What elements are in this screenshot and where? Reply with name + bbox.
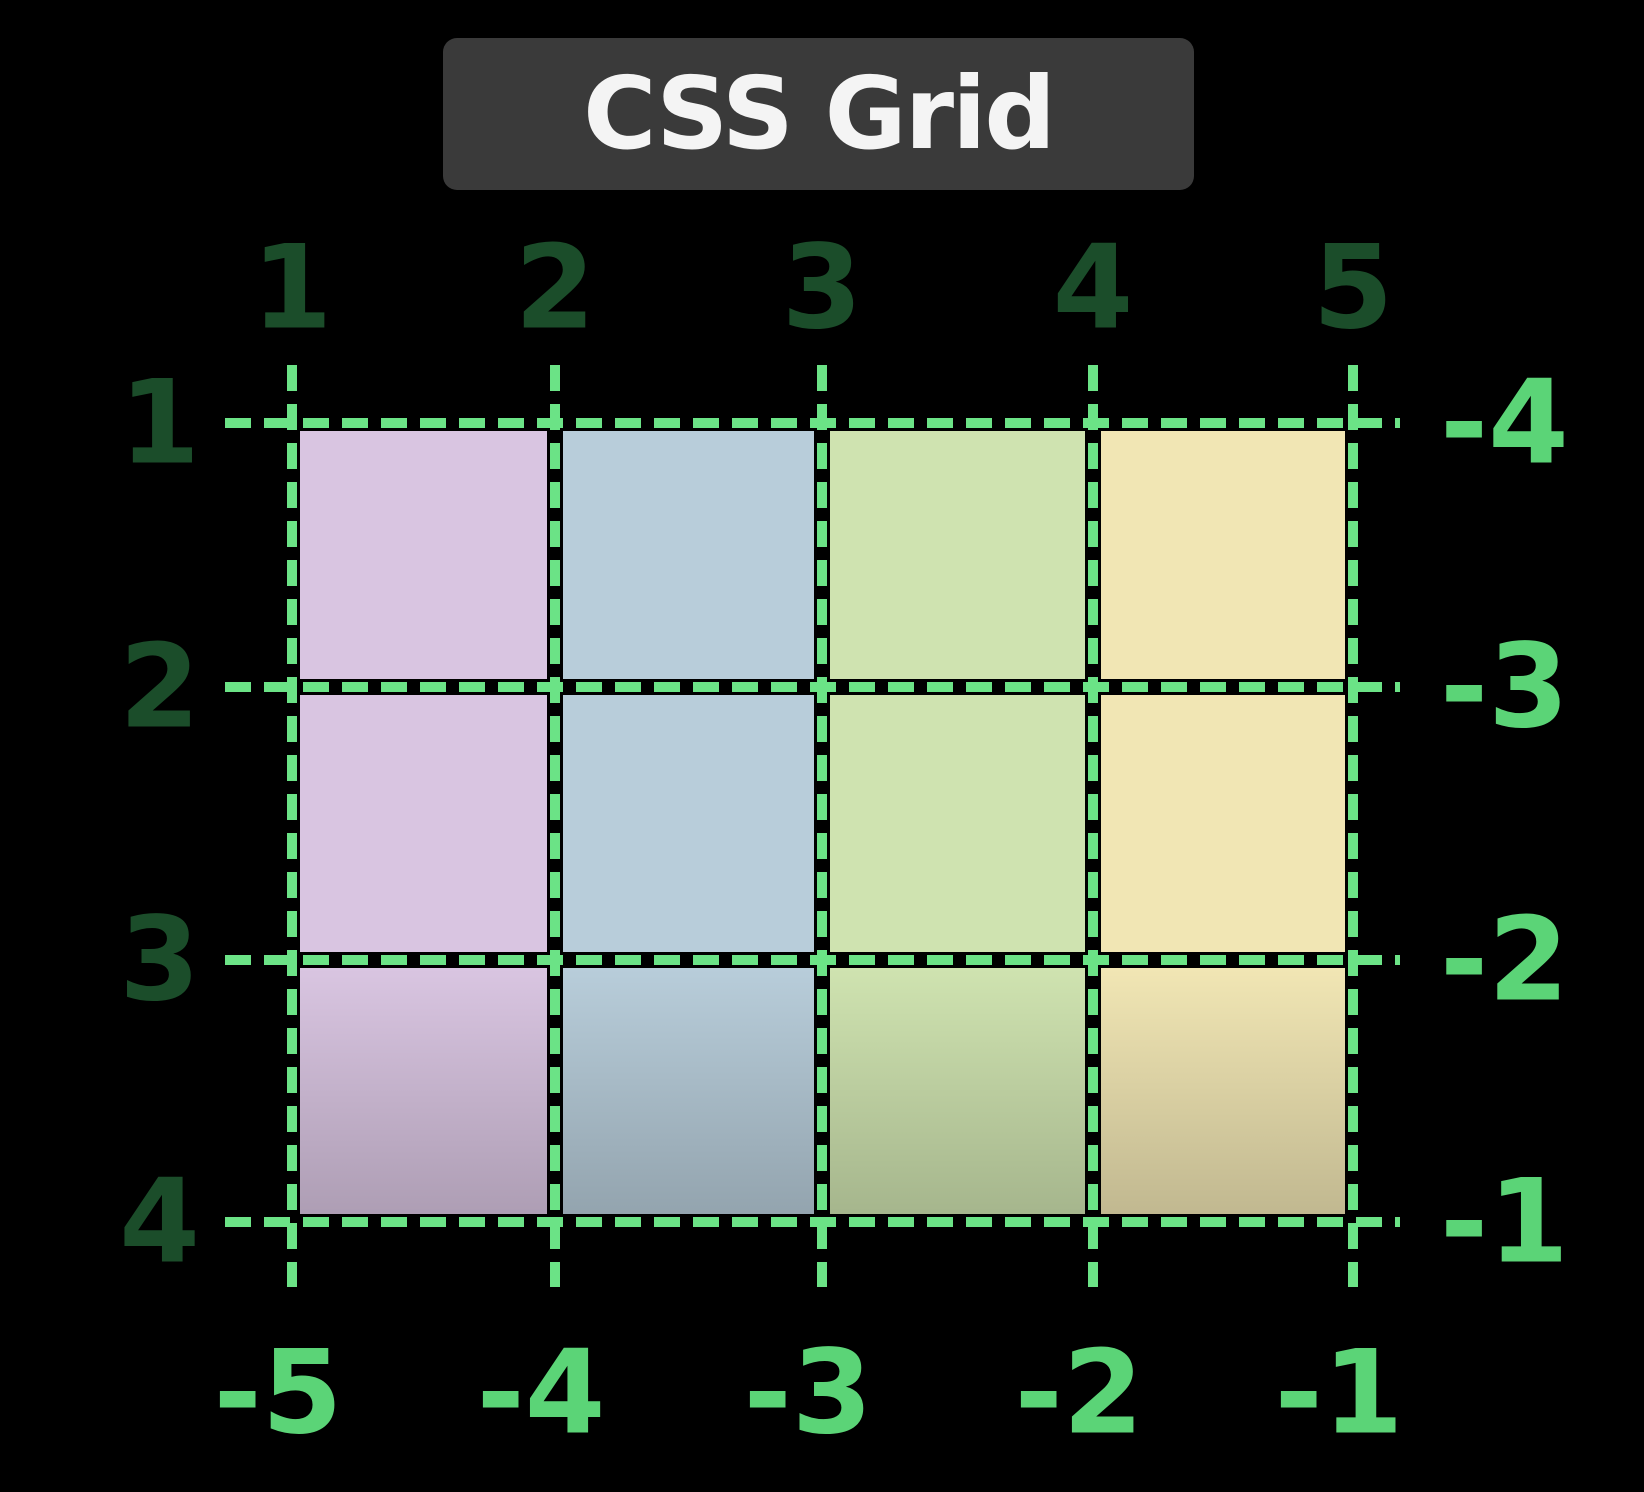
column-line-number-3: 3: [782, 221, 863, 356]
row-line-number-neg-2: -2: [1440, 893, 1569, 1028]
grid-cell-r2-c1: [300, 695, 547, 952]
row-line-number-neg-1: -1: [1440, 1155, 1569, 1290]
column-line-number-neg-4: -4: [477, 1326, 606, 1461]
row-line-number-neg-3: -3: [1440, 620, 1569, 755]
column-line-number-neg-3: -3: [744, 1326, 873, 1461]
grid-cell-shade: [300, 968, 547, 1214]
title-badge: CSS Grid: [443, 38, 1194, 190]
grid-cell-r2-c3: [830, 695, 1085, 952]
row-line-number-neg-4: -4: [1440, 356, 1569, 491]
column-line-number-neg-5: -5: [214, 1326, 343, 1461]
row-line-number-3: 3: [119, 893, 200, 1028]
grid-cell-r1-c2: [563, 431, 814, 679]
grid-cell-shade: [1101, 968, 1345, 1214]
row-line-number-2: 2: [119, 620, 200, 755]
grid-cell-r2-c4: [1101, 695, 1345, 952]
grid-cell-r2-c2: [563, 695, 814, 952]
grid-cell-shade: [830, 968, 1085, 1214]
diagram-title: CSS Grid: [583, 55, 1056, 172]
column-line-number-neg-1: -1: [1275, 1326, 1404, 1461]
column-line-number-2: 2: [515, 221, 596, 356]
column-line-number-1: 1: [252, 221, 333, 356]
grid-cell-shade: [563, 968, 814, 1214]
column-line-number-5: 5: [1313, 221, 1394, 356]
row-line-number-1: 1: [119, 356, 200, 491]
column-line-number-neg-2: -2: [1015, 1326, 1144, 1461]
column-line-number-4: 4: [1053, 221, 1134, 356]
grid-cell-r1-c3: [830, 431, 1085, 679]
row-line-number-4: 4: [119, 1155, 200, 1290]
grid-cell-r1-c4: [1101, 431, 1345, 679]
grid-cell-r1-c1: [300, 431, 547, 679]
